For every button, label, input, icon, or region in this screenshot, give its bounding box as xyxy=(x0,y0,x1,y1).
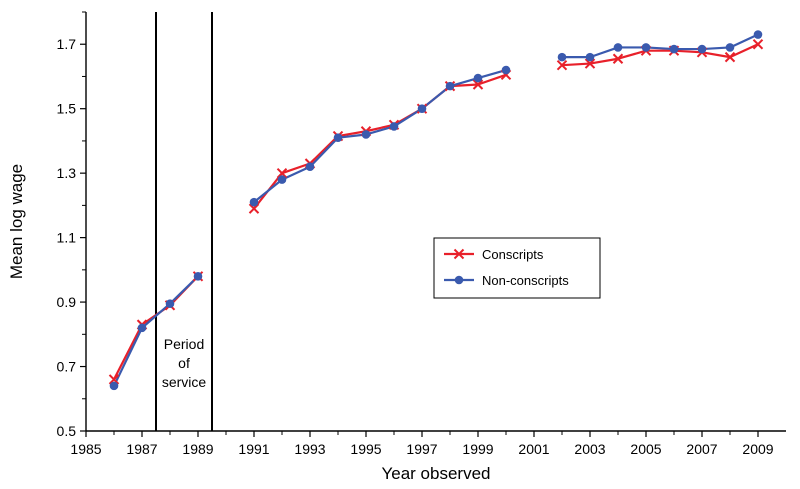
series-line xyxy=(253,73,507,210)
data-point xyxy=(725,43,735,52)
data-point xyxy=(641,43,651,52)
data-point xyxy=(276,167,288,179)
data-point xyxy=(501,65,511,75)
data-point xyxy=(585,52,595,62)
x-axis-ticks: 1985 1987 1989 1991 1993 1995 1997 1999 2001 2003… xyxy=(70,431,774,457)
y-axis-title: Mean log wage xyxy=(7,164,26,279)
y-tick-label: 0.5 xyxy=(57,423,77,439)
legend-marker xyxy=(454,275,464,285)
x-tick-label: 1993 xyxy=(294,441,325,457)
data-point xyxy=(612,53,624,64)
data-point xyxy=(108,374,120,385)
y-tick-label: 1.7 xyxy=(57,36,77,52)
data-point xyxy=(473,73,483,83)
series-layer xyxy=(108,30,764,391)
y-tick-label: 1.5 xyxy=(57,101,77,117)
y-tick-label: 1.1 xyxy=(57,230,77,246)
data-point xyxy=(361,130,371,139)
data-point xyxy=(277,175,287,184)
data-point xyxy=(249,197,259,207)
data-point xyxy=(305,162,315,172)
data-point xyxy=(333,133,343,142)
legend-item: Conscripts xyxy=(444,247,544,262)
data-point xyxy=(613,43,623,52)
annotation-text: Period xyxy=(164,336,204,352)
x-tick-label: 2009 xyxy=(742,441,773,457)
x-tick-label: 1999 xyxy=(462,441,493,457)
data-point xyxy=(556,59,568,71)
x-tick-label: 1995 xyxy=(350,441,381,457)
annotation-text: of xyxy=(178,355,190,371)
legend: Conscripts Non-conscripts xyxy=(433,237,601,299)
x-tick-label: 2003 xyxy=(574,441,605,457)
x-tick-label: 2007 xyxy=(686,441,717,457)
series-conscripts xyxy=(113,43,759,380)
x-tick-label: 1987 xyxy=(126,441,157,457)
series-line xyxy=(562,33,759,59)
data-point xyxy=(193,271,203,281)
data-point xyxy=(669,44,679,54)
data-point xyxy=(557,52,567,62)
legend-marker xyxy=(453,248,465,260)
period-of-service-annotation: Period of service xyxy=(155,12,213,431)
data-point xyxy=(584,58,596,69)
series-line xyxy=(253,68,507,204)
data-point xyxy=(248,203,260,214)
markers-conscripts xyxy=(108,39,764,385)
series-non-conscripts xyxy=(113,33,759,387)
data-point xyxy=(753,30,763,39)
x-tick-label: 2005 xyxy=(630,441,661,457)
x-tick-label: 1997 xyxy=(406,441,437,457)
x-tick-label: 1991 xyxy=(238,441,269,457)
y-tick-label: 0.9 xyxy=(57,294,77,310)
markers-non-conscripts xyxy=(109,30,763,391)
legend-item: Non-conscripts xyxy=(444,273,569,288)
x-axis-title: Year observed xyxy=(381,464,490,483)
legend-items: Conscripts Non-conscripts xyxy=(444,247,569,288)
plot-area: 1985 1987 1989 1991 1993 1995 1997 1999 2001 2003… xyxy=(57,11,786,457)
data-point xyxy=(697,44,707,54)
y-tick-label: 0.7 xyxy=(57,359,77,375)
data-point xyxy=(417,104,427,113)
data-point xyxy=(137,323,147,333)
series-line xyxy=(561,43,759,67)
x-tick-label: 1985 xyxy=(70,441,101,457)
x-tick-label: 1989 xyxy=(182,441,213,457)
data-point xyxy=(752,39,764,50)
x-tick-label: 2001 xyxy=(518,441,549,457)
legend-label: Non-conscripts xyxy=(482,273,569,288)
data-point xyxy=(445,81,455,91)
legend-label: Conscripts xyxy=(482,247,544,262)
series-line xyxy=(113,275,199,387)
data-point xyxy=(165,299,175,308)
y-axis-ticks: 0.5 0.7 0.9 1.1 1.3 1.5 1.7 xyxy=(57,11,86,439)
annotation-text: service xyxy=(162,374,207,390)
data-point xyxy=(724,51,736,63)
data-point xyxy=(472,79,484,90)
data-point xyxy=(389,122,399,131)
legend-box xyxy=(433,237,601,299)
data-point xyxy=(109,381,119,391)
y-tick-label: 1.3 xyxy=(57,165,77,181)
